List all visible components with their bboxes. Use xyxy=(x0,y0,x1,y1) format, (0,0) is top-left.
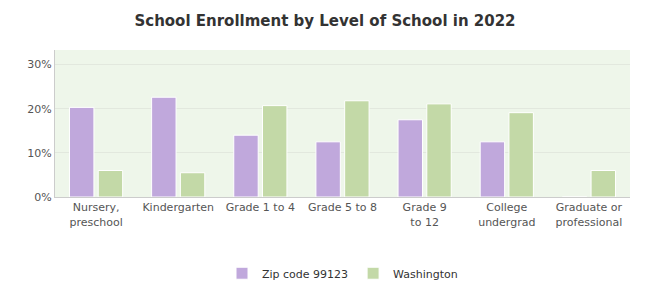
svg-text:School Enrollment by Level of: School Enrollment by Level of School in … xyxy=(134,12,515,30)
svg-text:Zip code 99123: Zip code 99123 xyxy=(262,268,348,281)
svg-text:30%: 30% xyxy=(27,58,51,71)
svg-text:20%: 20% xyxy=(27,103,51,116)
svg-text:Washington: Washington xyxy=(393,268,458,281)
svg-text:10%: 10% xyxy=(27,147,51,160)
svg-text:Collegeundergrad: Collegeundergrad xyxy=(478,201,535,228)
svg-text:Grade 1 to 4: Grade 1 to 4 xyxy=(226,201,295,214)
svg-text:Graduate orprofessional: Graduate orprofessional xyxy=(556,201,623,228)
svg-text:Nursery,preschool: Nursery,preschool xyxy=(69,201,122,228)
svg-text:Kindergarten: Kindergarten xyxy=(142,201,214,214)
svg-text:0%: 0% xyxy=(34,191,51,204)
svg-text:Grade 9to 12: Grade 9to 12 xyxy=(403,201,447,228)
svg-text:Grade 5 to 8: Grade 5 to 8 xyxy=(308,201,377,214)
